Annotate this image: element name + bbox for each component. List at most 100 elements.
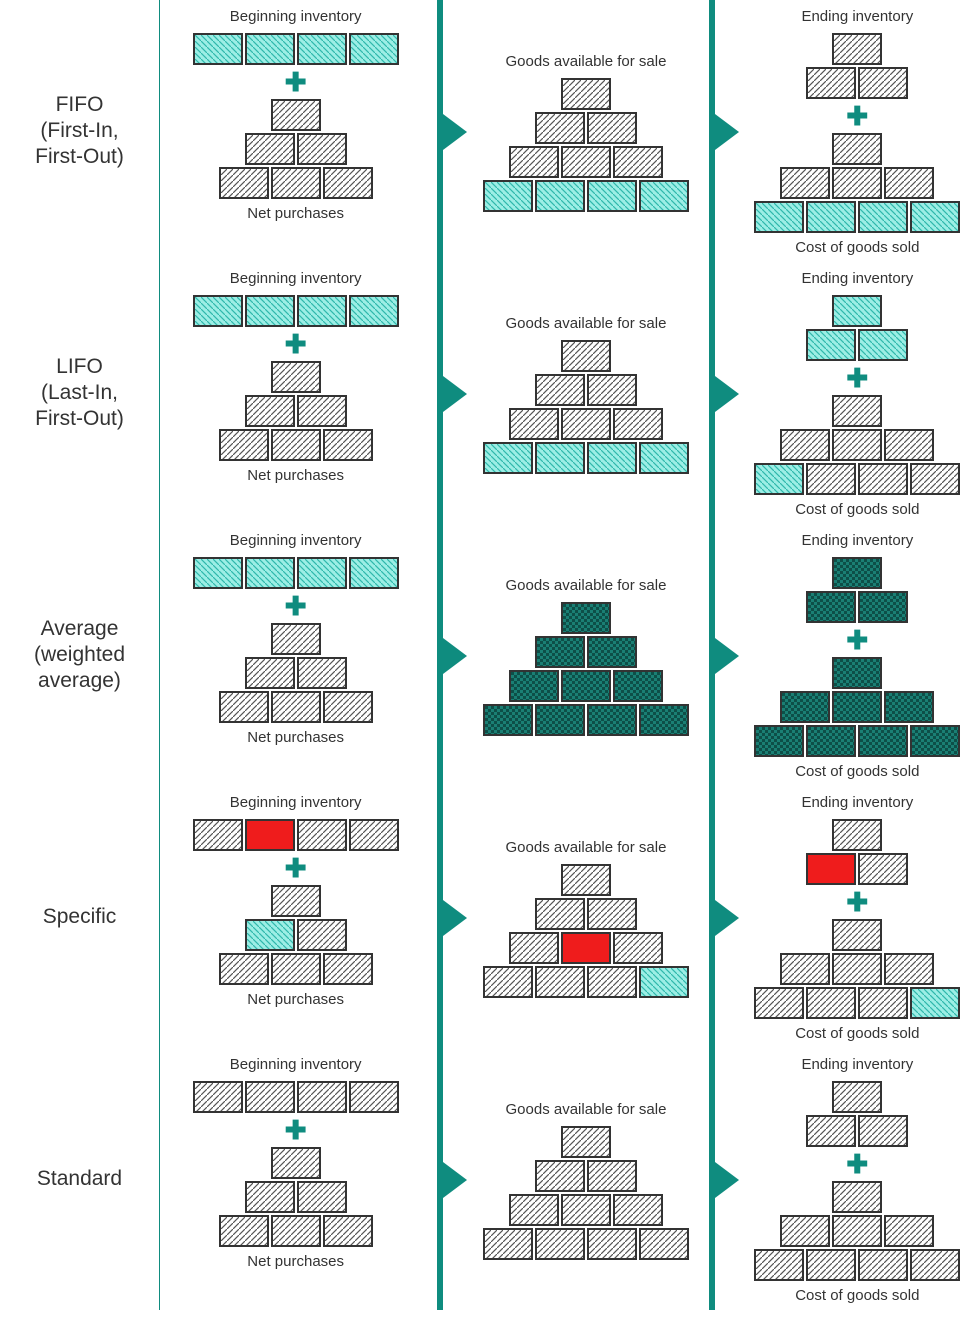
col-footer-cogs: Cost of goods sold xyxy=(747,501,968,518)
brick-gray xyxy=(271,99,321,131)
brick-cyan xyxy=(245,557,295,589)
brick-gray xyxy=(561,146,611,178)
brick-gray xyxy=(271,953,321,985)
brick-cyan xyxy=(483,442,533,474)
brick-cyan xyxy=(858,329,908,361)
method-label: LIFO(Last-In,First-Out) xyxy=(0,262,160,524)
brick-gray xyxy=(587,112,637,144)
brick-gray xyxy=(271,1147,321,1179)
brick-gray xyxy=(754,987,804,1019)
col-footer-cogs: Cost of goods sold xyxy=(747,1025,968,1042)
goods-available-cell: Goods available for sale xyxy=(431,262,702,524)
brick-cyan xyxy=(297,33,347,65)
ending-inventory-cell: Ending inventory✚Cost of goods sold xyxy=(703,262,974,524)
brick-gray xyxy=(832,1181,882,1213)
brick-gray xyxy=(639,1228,689,1260)
col-header-ending: Ending inventory xyxy=(747,532,968,549)
col-footer-cogs: Cost of goods sold xyxy=(747,239,968,256)
plus-icon: ✚ xyxy=(285,1117,307,1143)
brick-gray xyxy=(910,463,960,495)
brick-gray xyxy=(858,463,908,495)
brick-cyan xyxy=(754,463,804,495)
brick-gray xyxy=(535,112,585,144)
plus-icon: ✚ xyxy=(846,1151,868,1177)
brick-gray xyxy=(483,966,533,998)
brick-gray xyxy=(884,953,934,985)
brick-gray xyxy=(613,1194,663,1226)
brick-gray xyxy=(245,657,295,689)
brick-gray xyxy=(323,953,373,985)
brick-gray xyxy=(884,167,934,199)
brick-gray xyxy=(561,78,611,110)
brick-cyan xyxy=(297,557,347,589)
brick-gray xyxy=(884,1215,934,1247)
brick-gray xyxy=(858,853,908,885)
col-footer-purchases: Net purchases xyxy=(166,205,425,222)
brick-gray xyxy=(587,1160,637,1192)
brick-gray xyxy=(193,819,243,851)
brick-cyan xyxy=(754,201,804,233)
brick-gray xyxy=(587,898,637,930)
brick-cyan xyxy=(535,180,585,212)
col-footer-cogs: Cost of goods sold xyxy=(747,763,968,780)
brick-teal xyxy=(587,704,637,736)
plus-icon: ✚ xyxy=(285,69,307,95)
ending-inventory-cell: Ending inventory✚Cost of goods sold xyxy=(703,0,974,262)
col-header-beginning: Beginning inventory xyxy=(166,532,425,549)
col-header-available: Goods available for sale xyxy=(475,577,696,594)
plus-icon: ✚ xyxy=(846,627,868,653)
col-footer-cogs: Cost of goods sold xyxy=(747,1287,968,1304)
brick-cyan xyxy=(349,33,399,65)
brick-cyan xyxy=(806,329,856,361)
brick-teal xyxy=(639,704,689,736)
brick-gray xyxy=(297,819,347,851)
col-header-available: Goods available for sale xyxy=(475,315,696,332)
brick-gray xyxy=(780,1215,830,1247)
brick-cyan xyxy=(910,201,960,233)
ending-inventory-cell: Ending inventory ✚ Cost of goods sold xyxy=(703,524,974,786)
brick-teal xyxy=(587,636,637,668)
brick-teal xyxy=(884,691,934,723)
arrow-right-icon xyxy=(715,900,739,936)
brick-gray xyxy=(806,1115,856,1147)
col-header-ending: Ending inventory xyxy=(747,8,968,25)
brick-teal xyxy=(832,657,882,689)
col-header-available: Goods available for sale xyxy=(475,1101,696,1118)
brick-gray xyxy=(297,919,347,951)
brick-cyan xyxy=(639,442,689,474)
brick-gray xyxy=(780,167,830,199)
brick-cyan xyxy=(193,295,243,327)
col-header-ending: Ending inventory xyxy=(747,270,968,287)
brick-teal xyxy=(613,670,663,702)
brick-gray xyxy=(806,67,856,99)
brick-gray xyxy=(858,987,908,1019)
brick-gray xyxy=(219,691,269,723)
brick-gray xyxy=(832,167,882,199)
brick-gray xyxy=(832,953,882,985)
brick-teal xyxy=(858,725,908,757)
brick-gray xyxy=(297,395,347,427)
arrow-right-icon xyxy=(715,638,739,674)
brick-gray xyxy=(271,429,321,461)
arrow-right-icon xyxy=(715,114,739,150)
brick-gray xyxy=(349,819,399,851)
ending-inventory-cell: Ending inventory✚Cost of goods sold xyxy=(703,786,974,1048)
brick-teal xyxy=(754,725,804,757)
col-header-ending: Ending inventory xyxy=(747,1056,968,1073)
brick-cyan xyxy=(245,919,295,951)
arrow-right-icon xyxy=(443,1162,467,1198)
brick-gray xyxy=(219,953,269,985)
brick-gray xyxy=(245,133,295,165)
brick-teal xyxy=(561,670,611,702)
col-header-available: Goods available for sale xyxy=(475,53,696,70)
brick-gray xyxy=(271,885,321,917)
brick-teal xyxy=(780,691,830,723)
goods-available-cell: Goods available for sale xyxy=(431,786,702,1048)
brick-gray xyxy=(832,1215,882,1247)
brick-cyan xyxy=(349,295,399,327)
goods-available-cell: Goods available for sale xyxy=(431,0,702,262)
brick-gray xyxy=(483,1228,533,1260)
brick-gray xyxy=(613,932,663,964)
brick-gray xyxy=(561,1194,611,1226)
brick-gray xyxy=(561,408,611,440)
